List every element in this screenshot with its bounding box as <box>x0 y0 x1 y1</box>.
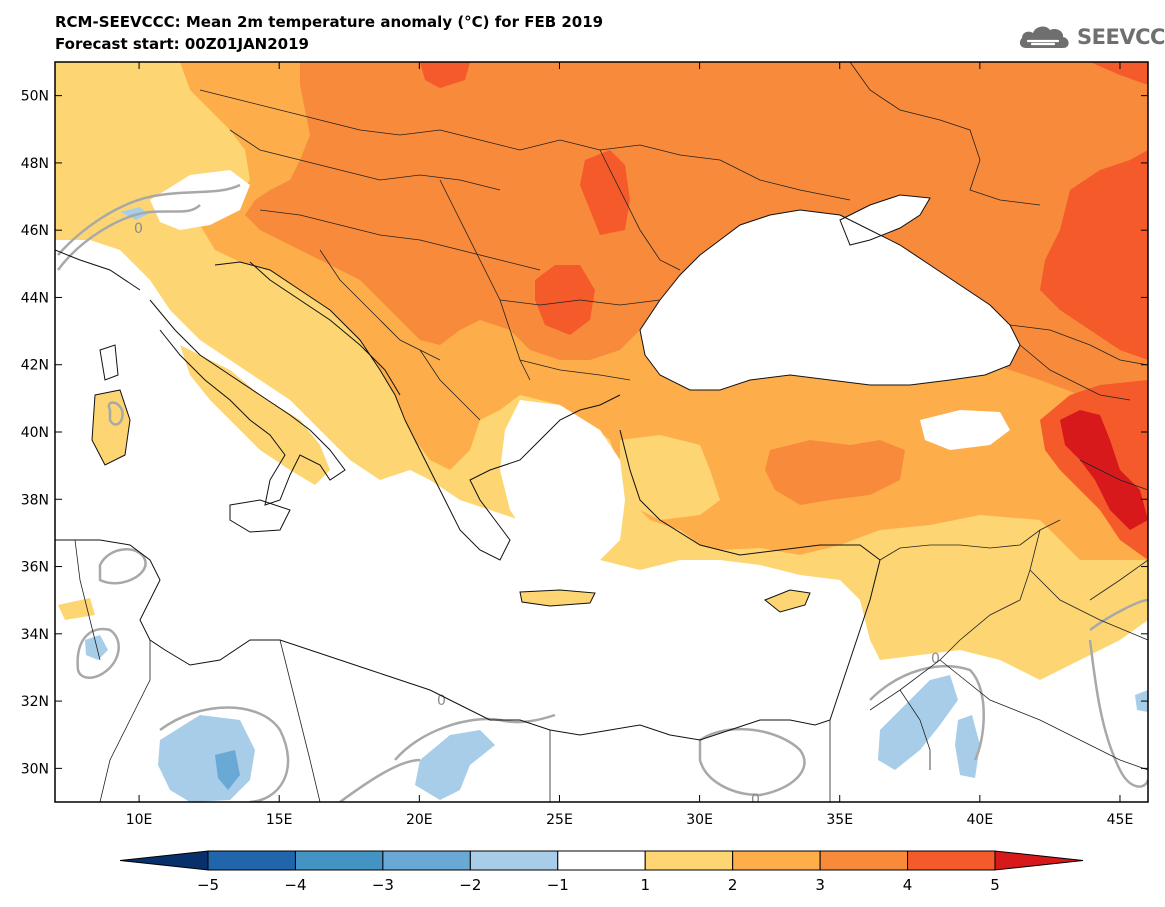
forecast-start-label: Forecast start: 00Z01JAN2019 <box>55 35 309 53</box>
anomaly-neutral-west <box>55 240 1148 802</box>
anomaly-minus1-egypt <box>415 730 495 800</box>
anomaly-4-5-poland <box>420 62 470 88</box>
lat-tick-label: 40N <box>21 425 49 441</box>
anomaly-1-2-west-anatolia <box>620 435 720 520</box>
colorbar-label: 3 <box>815 876 825 894</box>
lat-tick-label: 30N <box>21 761 49 777</box>
anomaly-4-5-romania <box>580 150 630 235</box>
anomaly-1-2-crete <box>520 590 595 606</box>
lon-tick-label: 15E <box>266 812 293 828</box>
colorbar-segment <box>907 850 996 871</box>
lat-tick-label: 38N <box>21 492 49 508</box>
contour-zero-label: 0 <box>134 221 143 237</box>
lat-tick-label: 48N <box>21 156 49 172</box>
map-field: 0 0 0 0 <box>55 62 1148 808</box>
anomaly-4-5-northeast <box>1090 62 1148 85</box>
colorbar-label: 1 <box>640 876 650 894</box>
colorbar-segment <box>644 850 734 871</box>
colorbar-segment <box>732 850 821 871</box>
lat-tick-label: 46N <box>21 223 49 239</box>
colorbar-label: 2 <box>728 876 738 894</box>
anomaly-neutral-alps <box>150 170 250 230</box>
lon-tick-label: 20E <box>406 812 433 828</box>
contour-zero-label: 0 <box>751 792 760 808</box>
anomaly-1-2-central-anatolia <box>920 410 1010 450</box>
colorbar-label: −4 <box>284 876 306 894</box>
anomaly-1-2-italy <box>180 345 330 485</box>
anomaly-minus2-libya <box>215 750 240 790</box>
lon-tick-label: 25E <box>546 812 573 828</box>
colorbar-arrow-low <box>119 850 209 871</box>
anomaly-minus1-arabia-east <box>955 715 980 778</box>
lat-tick-label: 34N <box>21 627 49 643</box>
colorbar-arrow-high <box>994 850 1084 871</box>
lon-tick-label: 10E <box>126 812 153 828</box>
colorbar-label: −3 <box>372 876 394 894</box>
colorbar-label: 5 <box>990 876 1000 894</box>
colorbar-segment <box>819 850 909 871</box>
colorbar-label: −5 <box>197 876 219 894</box>
anomaly-5plus-caucasus <box>1060 410 1148 530</box>
zero-contours <box>56 183 1148 802</box>
lat-tick-label: 42N <box>21 358 49 374</box>
anomaly-minus1-arabia <box>878 675 958 770</box>
colorbar-label: 4 <box>903 876 913 894</box>
cloud-logo-icon <box>1019 26 1069 48</box>
anomaly-4-5-russia <box>1040 150 1148 360</box>
contour-zero-label: 0 <box>437 693 446 709</box>
lat-tick-label: 32N <box>21 694 49 710</box>
latitude-axis: 50N 48N 46N 44N 42N 40N 38N 36N 34N 32N 30N <box>21 89 1148 777</box>
longitude-axis: 10E 15E 20E 25E 30E 35E 40E 45E <box>126 62 1134 828</box>
seevccc-logo: SEEVCCC <box>1018 22 1165 52</box>
sea-of-azov <box>840 195 930 245</box>
country-borders <box>74 62 1148 802</box>
map-title: RCM-SEEVCCC: Mean 2m temperature anomaly… <box>55 13 604 31</box>
colorbar-segment <box>207 850 296 871</box>
lon-tick-label: 40E <box>967 812 994 828</box>
colorbar: −5 −4 −3 −2 −1 1 2 3 4 5 <box>119 850 1084 894</box>
lat-tick-label: 36N <box>21 560 49 576</box>
logo-text: SEEVCCC <box>1077 25 1165 49</box>
lat-tick-label: 44N <box>21 290 49 306</box>
colorbar-segment <box>382 850 471 871</box>
colorbar-segment <box>294 850 384 871</box>
lon-tick-label: 35E <box>826 812 853 828</box>
colorbar-label: −2 <box>459 876 481 894</box>
anomaly-minus1-alps <box>120 207 148 220</box>
colorbar-segment <box>557 850 646 871</box>
colorbar-segment <box>469 850 559 871</box>
anomaly-4-5-danube <box>535 265 595 335</box>
colorbar-label: −1 <box>547 876 569 894</box>
lon-tick-label: 30E <box>686 812 713 828</box>
lat-tick-label: 50N <box>21 89 49 105</box>
lon-tick-label: 45E <box>1107 812 1134 828</box>
black-sea <box>640 210 1020 390</box>
anomaly-neutral-aegean <box>500 400 625 560</box>
anomaly-3-4-anatolia <box>765 440 905 505</box>
contour-zero-label: 0 <box>931 651 940 667</box>
